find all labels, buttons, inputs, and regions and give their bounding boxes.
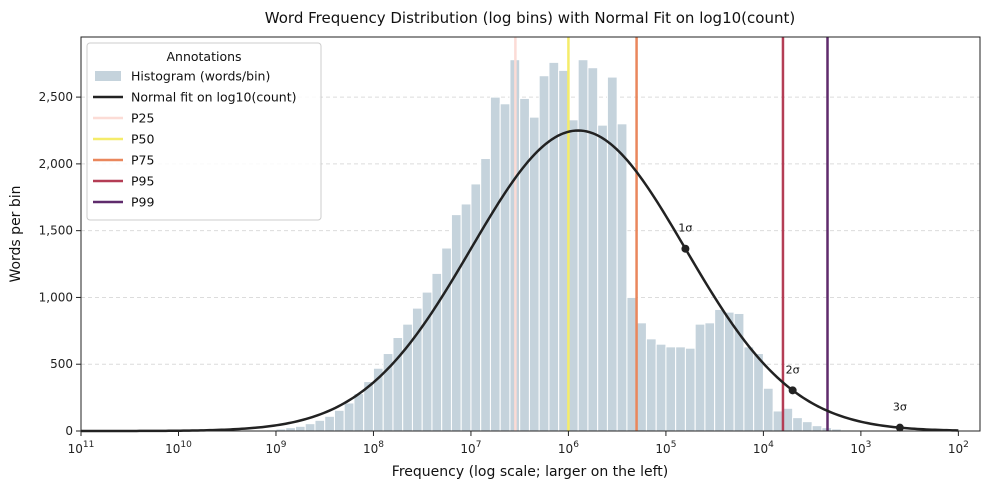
histogram-bar	[499, 103, 511, 432]
histogram-bar	[294, 425, 306, 432]
histogram-bar	[704, 322, 716, 432]
x-tick-label: 104	[753, 440, 774, 456]
histogram-bar	[626, 296, 638, 432]
legend-title: Annotations	[166, 49, 241, 64]
x-tick-label: 105	[655, 440, 676, 456]
sigma-marker-label: 2σ	[786, 363, 800, 376]
x-tick-label: 103	[850, 440, 871, 456]
y-tick-label: 1,500	[39, 224, 73, 238]
histogram-bar	[450, 214, 462, 432]
legend-label: P95	[131, 174, 154, 189]
histogram-bar	[392, 337, 404, 432]
histogram-bar	[753, 353, 764, 432]
histogram-bar	[684, 347, 696, 432]
histogram-bar	[567, 119, 579, 432]
x-tick-label: 109	[265, 440, 286, 456]
y-tick-label: 1,000	[39, 290, 73, 304]
histogram-bar	[587, 67, 599, 432]
histogram-bar	[606, 76, 618, 432]
histogram-bar	[645, 338, 657, 432]
histogram-bar	[480, 158, 491, 432]
histogram-bar	[762, 387, 774, 432]
sigma-marker-point	[788, 386, 797, 395]
histogram-bar	[616, 123, 628, 432]
x-axis-label: Frequency (log scale; larger on the left…	[392, 464, 668, 480]
histogram-bar	[558, 69, 569, 432]
histogram-bars	[255, 59, 891, 432]
histogram-bar	[723, 311, 735, 432]
y-tick-label: 2,500	[39, 90, 73, 104]
histogram-bar	[675, 346, 686, 432]
x-tick-label: 106	[558, 440, 579, 456]
legend-swatch	[95, 71, 121, 81]
sigma-marker-label: 3σ	[893, 401, 907, 414]
histogram-bar	[460, 203, 472, 432]
percentile-lines	[514, 37, 829, 431]
y-tick-label: 0	[65, 424, 73, 438]
sigma-marker-label: 1σ	[678, 222, 692, 235]
histogram-bar	[353, 393, 365, 432]
legend-label: P75	[131, 153, 154, 168]
histogram-bar	[792, 417, 803, 432]
histogram-bar	[333, 409, 345, 432]
y-axis: 0 500 1,000 1,500 2,000 2,500	[39, 90, 81, 438]
x-axis: 1011 1010 109 108 107 106 105 104 103 102	[68, 431, 969, 456]
histogram-bar	[811, 425, 823, 432]
histogram-bar	[655, 343, 667, 432]
y-tick-label: 2,000	[39, 157, 73, 171]
legend-label: P99	[131, 195, 154, 210]
chart-title: Word Frequency Distribution (log bins) w…	[265, 9, 795, 27]
histogram-bar	[665, 346, 677, 432]
legend-label: Normal fit on log10(count)	[131, 90, 296, 105]
normal-fit-curve	[81, 129, 959, 433]
x-tick-label: 1011	[68, 440, 95, 456]
histogram-bar	[548, 61, 560, 432]
histogram-bar	[519, 97, 530, 432]
legend-label: Histogram (words/bin)	[131, 69, 270, 84]
legend-label: P25	[131, 111, 154, 126]
histogram-bar	[470, 183, 482, 432]
x-tick-label: 1010	[165, 440, 192, 456]
histogram-bar	[324, 415, 335, 432]
histogram-bar	[743, 346, 755, 432]
histogram-bar	[431, 272, 443, 432]
y-tick-label: 500	[50, 357, 73, 371]
x-tick-label: 107	[460, 440, 481, 456]
legend-box	[86, 42, 322, 221]
histogram-bar	[343, 402, 355, 432]
histogram-bar	[314, 419, 326, 432]
sigma-marker-point	[681, 244, 690, 253]
histogram-bar	[528, 116, 540, 432]
x-tick-label: 102	[948, 440, 969, 456]
histogram-bar	[714, 308, 725, 432]
histogram-bar	[285, 427, 296, 432]
legend-label: P50	[131, 132, 154, 147]
histogram-bar	[772, 410, 784, 432]
histogram-bar	[304, 423, 316, 432]
histogram-bar	[694, 323, 706, 432]
y-axis-label: Words per bin	[8, 185, 24, 282]
histogram-bar	[538, 75, 550, 432]
sigma-markers: 1σ 2σ 3σ	[678, 222, 907, 432]
sigma-marker-point	[895, 423, 904, 432]
histogram-bar	[489, 96, 501, 432]
histogram-bar	[441, 247, 452, 432]
histogram-bar	[801, 421, 813, 432]
histogram-bar	[782, 407, 794, 432]
legend: Annotations Histogram (words/bin) Normal f…	[86, 42, 322, 221]
x-tick-label: 108	[363, 440, 384, 456]
histogram-bar	[577, 59, 589, 432]
histogram-bar	[597, 124, 608, 432]
histogram-bar	[733, 312, 745, 432]
histogram-bar	[636, 322, 647, 432]
plot-frame	[80, 36, 981, 432]
